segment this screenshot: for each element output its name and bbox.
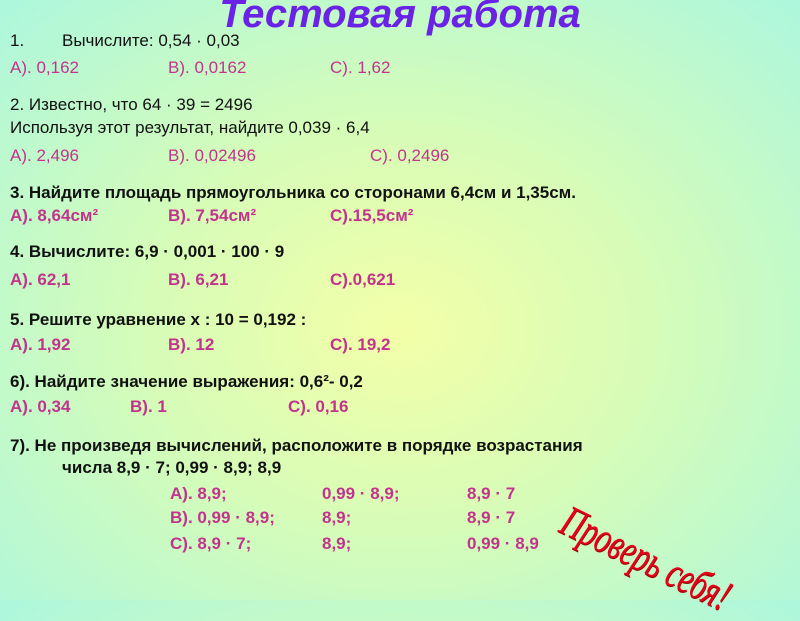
answer-4b: В). 6,21 <box>168 270 229 289</box>
answer-7b-2: 8,9; <box>322 508 352 527</box>
answer-7a-3: 8,9 · 7 <box>467 484 516 503</box>
question-6: 6). Найдите значение выражения: 0,6²- 0,… <box>10 372 363 391</box>
question-3: 3. Найдите площадь прямоугольника со сто… <box>10 183 576 202</box>
question-1: Вычислите: 0,54 · 0,03 <box>62 31 240 50</box>
answer-6c: С). 0,16 <box>288 397 349 416</box>
question-2: 2. Известно, что 64 · 39 = 2496 <box>10 95 253 114</box>
answer-1b: В). 0,0162 <box>168 58 247 77</box>
answer-3c: С).15,5см² <box>330 206 414 225</box>
answer-7b-1: В). 0,99 · 8,9; <box>170 508 275 527</box>
answer-2b: В). 0,02496 <box>168 146 256 165</box>
question-5: 5. Решите уравнение х : 10 = 0,192 : <box>10 310 307 329</box>
question-1-number: 1. <box>10 31 25 50</box>
page-title: Тестовая работа <box>219 0 581 36</box>
answer-2a: А). 2,496 <box>10 146 79 165</box>
answer-7b-3: 8,9 · 7 <box>467 508 516 527</box>
check-yourself-wordart: Проверь себя! <box>553 495 740 621</box>
question-7-line2: числа 8,9 · 7; 0,99 · 8,9; 8,9 <box>62 458 282 477</box>
question-2-line2: Используя этот результат, найдите 0,039 … <box>10 118 370 137</box>
answer-4c: С).0,621 <box>330 270 396 289</box>
answer-7c-3: 0,99 · 8,9 <box>467 534 539 553</box>
answer-7a-1: А). 8,9; <box>170 484 227 503</box>
question-7: 7). Не произведя вычислений, расположите… <box>10 436 583 455</box>
answer-7c-2: 8,9; <box>322 534 352 553</box>
answer-1c: С). 1,62 <box>330 58 391 77</box>
answer-3a: А). 8,64см² <box>10 206 99 225</box>
answer-6a: А). 0,34 <box>10 397 71 416</box>
answer-2c: С). 0,2496 <box>370 146 450 165</box>
answer-7a-2: 0,99 · 8,9; <box>322 484 400 503</box>
answer-1a: А). 0,162 <box>10 58 79 77</box>
answer-5b: В). 12 <box>168 335 215 354</box>
answer-6b: В). 1 <box>130 397 167 416</box>
answer-5a: А). 1,92 <box>10 335 71 354</box>
answer-4a: А). 62,1 <box>10 270 71 289</box>
answer-3b: В). 7,54см² <box>168 206 257 225</box>
answer-5c: С). 19,2 <box>330 335 391 354</box>
question-4: 4. Вычислите: 6,9 · 0,001 · 100 · 9 <box>10 242 285 261</box>
answer-7c-1: С). 8,9 · 7; <box>170 534 252 553</box>
